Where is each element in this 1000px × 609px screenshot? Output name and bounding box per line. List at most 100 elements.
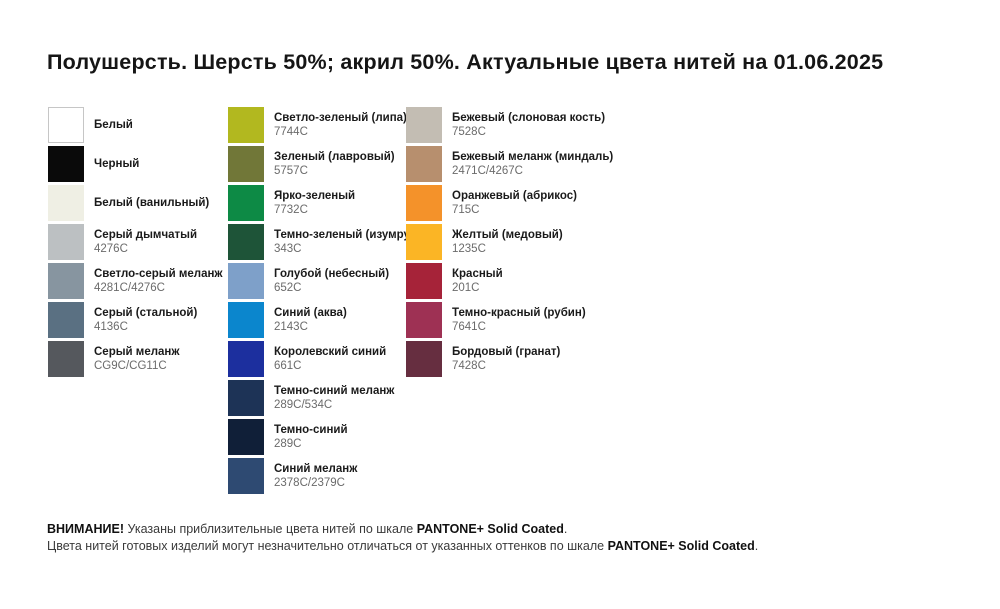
color-name: Бежевый (слоновая кость)	[452, 112, 606, 124]
color-swatch	[228, 146, 264, 182]
color-label: Темно-синий 289C	[274, 419, 348, 455]
color-label: Черный	[94, 146, 139, 182]
pantone-code: 7732C	[274, 204, 308, 216]
color-label: Серый дымчатый 4276C	[94, 224, 197, 260]
color-name: Желтый (медовый)	[452, 229, 563, 241]
pantone-code: 2471C/4267C	[452, 165, 523, 177]
color-label: Королевский синий 661C	[274, 341, 386, 377]
color-name: Серый дымчатый	[94, 229, 198, 241]
color-name: Голубой (небесный)	[274, 268, 390, 280]
swatch-column-beiges-reds: Бежевый (слоновая кость) 7528C Бежевый мел…	[406, 107, 646, 380]
color-name: Зеленый (лавровый)	[274, 151, 395, 163]
pantone-code: 661C	[274, 360, 302, 372]
color-name: Королевский синий	[274, 346, 387, 358]
color-row: Бежевый меланж (миндаль) 2471C/4267C	[406, 146, 646, 182]
color-row: Красный 201C	[406, 263, 646, 299]
color-swatch	[48, 302, 84, 338]
color-swatch	[48, 107, 84, 143]
color-row: Темно-зеленый (изумруд) 343C	[228, 224, 421, 260]
color-row: Белый	[48, 107, 228, 143]
color-name: Темно-синий меланж	[274, 385, 395, 397]
color-row: Синий (аква) 2143C	[228, 302, 404, 338]
color-label: Синий (аква) 2143C	[274, 302, 347, 338]
color-row: Черный	[48, 146, 228, 182]
color-label: Желтый (медовый) 1235C	[452, 224, 563, 260]
pantone-code: 4136C	[94, 321, 128, 333]
color-label: Темно-красный (рубин) 7641C	[452, 302, 586, 338]
color-row: Белый (ванильный)	[48, 185, 228, 221]
color-name: Оранжевый (абрикос)	[452, 190, 577, 202]
pantone-code: 7428C	[452, 360, 486, 372]
color-swatch	[228, 263, 264, 299]
swatch-column-grays: Белый Черный Белый (ванильный) Серый дымчат…	[48, 107, 228, 380]
color-swatch	[48, 146, 84, 182]
color-label: Красный 201C	[452, 263, 503, 299]
color-row: Ярко-зеленый 7732C	[228, 185, 404, 221]
attention-label: ВНИМАНИЕ!	[47, 522, 124, 536]
page-title: Полушерсть. Шерсть 50%; акрил 50%. Актуа…	[47, 50, 884, 74]
pantone-code: 715C	[452, 204, 480, 216]
color-name: Синий меланж	[274, 463, 358, 475]
color-swatch	[228, 224, 264, 260]
color-swatch	[406, 224, 442, 260]
color-swatch	[406, 341, 442, 377]
color-row: Бордовый (гранат) 7428C	[406, 341, 646, 377]
color-name: Белый	[94, 119, 133, 131]
color-row: Бежевый (слоновая кость) 7528C	[406, 107, 646, 143]
color-label: Оранжевый (абрикос) 715C	[452, 185, 577, 221]
color-label: Темно-зеленый (изумруд) 343C	[274, 224, 421, 260]
color-label: Светло-серый меланж 4281C/4276C	[94, 263, 223, 299]
footer-line-2: Цвета нитей готовых изделий могут незнач…	[47, 539, 759, 553]
color-row: Королевский синий 661C	[228, 341, 404, 377]
color-name: Бежевый меланж (миндаль)	[452, 151, 614, 163]
color-name: Темно-синий	[274, 424, 348, 436]
pantone-code: 4276C	[94, 243, 128, 255]
pantone-code: 7528C	[452, 126, 486, 138]
color-name: Бордовый (гранат)	[452, 346, 561, 358]
color-swatch	[406, 302, 442, 338]
pantone-code: 1235C	[452, 243, 486, 255]
color-name: Светло-зеленый (липа)	[274, 112, 407, 124]
color-label: Зеленый (лавровый) 5757C	[274, 146, 395, 182]
pantone-code: 201C	[452, 282, 480, 294]
color-swatch	[228, 185, 264, 221]
color-row: Серый меланж CG9C/CG11C	[48, 341, 228, 377]
color-name: Синий (аква)	[274, 307, 347, 319]
color-name: Белый (ванильный)	[94, 197, 210, 209]
color-row: Зеленый (лавровый) 5757C	[228, 146, 404, 182]
color-name: Черный	[94, 158, 140, 170]
pantone-code: 289C/534C	[274, 399, 333, 411]
color-swatch	[48, 263, 84, 299]
color-row: Синий меланж 2378C/2379C	[228, 458, 404, 494]
color-row: Светло-зеленый (липа) 7744C	[228, 107, 407, 143]
pantone-code: 2143C	[274, 321, 308, 333]
color-swatch	[406, 263, 442, 299]
color-row: Голубой (небесный) 652C	[228, 263, 404, 299]
color-row: Темно-синий меланж 289C/534C	[228, 380, 404, 416]
pantone-code: 7744C	[274, 126, 308, 138]
color-label: Бежевый меланж (миндаль) 2471C/4267C	[452, 146, 613, 182]
color-row: Светло-серый меланж 4281C/4276C	[48, 263, 228, 299]
color-row: Серый (стальной) 4136C	[48, 302, 228, 338]
color-label: Светло-зеленый (липа) 7744C	[274, 107, 407, 143]
pantone-code: 4281C/4276C	[94, 282, 165, 294]
color-label: Синий меланж 2378C/2379C	[274, 458, 357, 494]
color-label: Ярко-зеленый 7732C	[274, 185, 355, 221]
color-label: Серый меланж CG9C/CG11C	[94, 341, 180, 377]
color-label: Белый (ванильный)	[94, 185, 209, 221]
color-swatch	[228, 107, 264, 143]
color-swatch	[406, 107, 442, 143]
color-swatch	[406, 185, 442, 221]
color-swatch	[48, 224, 84, 260]
color-label: Серый (стальной) 4136C	[94, 302, 197, 338]
color-label: Бордовый (гранат) 7428C	[452, 341, 560, 377]
pantone-code: 289C	[274, 438, 302, 450]
color-swatch	[228, 380, 264, 416]
color-swatch	[48, 185, 84, 221]
color-label: Белый	[94, 107, 133, 143]
color-swatch	[406, 146, 442, 182]
color-swatch	[228, 419, 264, 455]
color-name: Серый (стальной)	[94, 307, 198, 319]
color-swatch	[48, 341, 84, 377]
